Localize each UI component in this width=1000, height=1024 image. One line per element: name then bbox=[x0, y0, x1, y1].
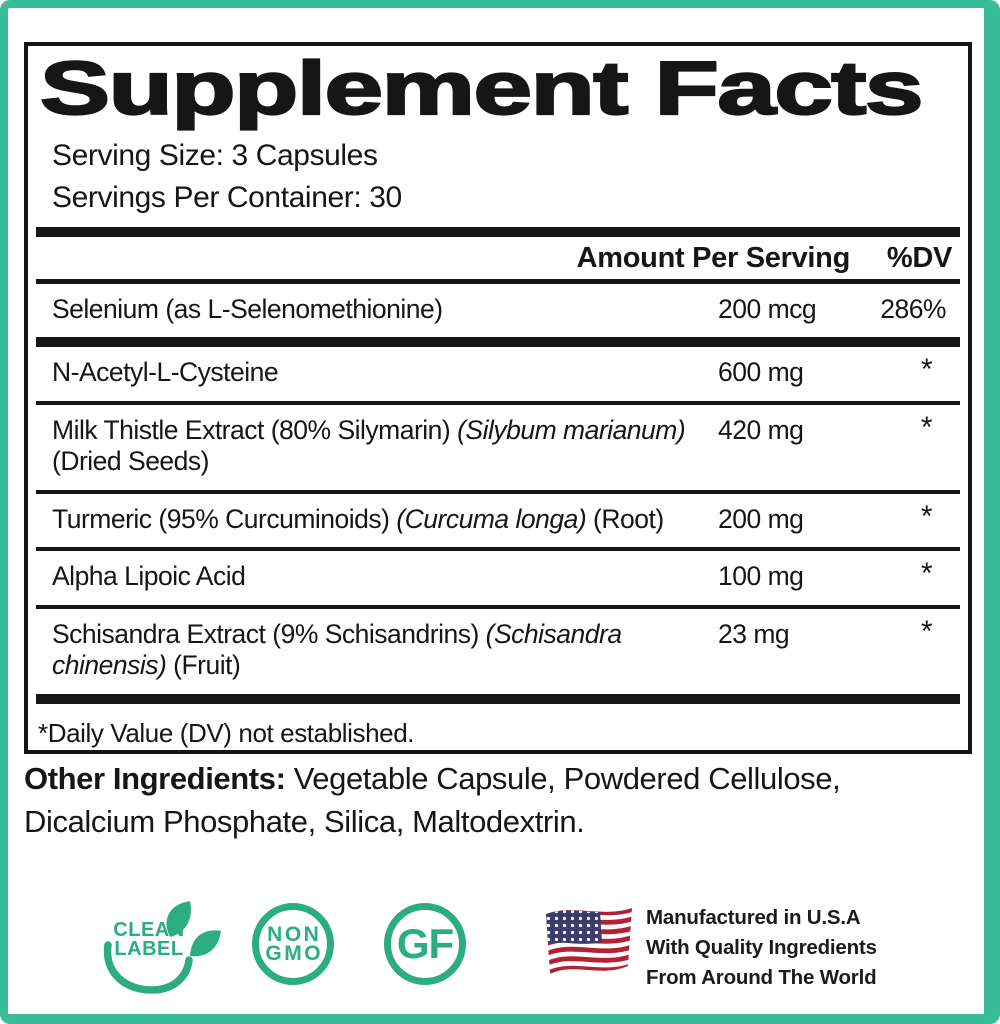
ingredient-daily-value: 286% bbox=[880, 293, 946, 324]
gluten-free-badge: GF bbox=[384, 903, 466, 985]
ingredient-name: N-Acetyl-L-Cysteine bbox=[52, 357, 279, 388]
other-ingredients: Other Ingredients: Vegetable Capsule, Po… bbox=[24, 758, 976, 844]
divider-thick-top bbox=[36, 226, 960, 237]
non-gmo-badge: NON GMO bbox=[252, 903, 334, 985]
table-header-row: Amount Per Serving %DV bbox=[36, 237, 960, 279]
ingredient-amount: 100 mg bbox=[718, 561, 804, 592]
clean-label-line2: LABEL bbox=[114, 938, 184, 960]
ingredient-name: Milk Thistle Extract (80% Silymarin) (Si… bbox=[52, 415, 686, 476]
clean-label-line1: CLEAN bbox=[113, 919, 185, 941]
ingredient-amount: 200 mg bbox=[718, 503, 804, 534]
non-gmo-line1: NON bbox=[267, 923, 322, 946]
servings-per-container: Servings Per Container: 30 bbox=[52, 181, 402, 215]
ingredient-row: Alpha Lipoic Acid 100 mg * bbox=[36, 551, 960, 610]
supplement-facts-title-text: Supplement Facts bbox=[38, 46, 924, 130]
ingredient-rows: Selenium (as L-Selenomethionine) 200 mcg 2… bbox=[28, 284, 968, 704]
ingredient-name: Alpha Lipoic Acid bbox=[52, 561, 246, 592]
clean-label-text: CLEAN LABEL bbox=[110, 919, 188, 960]
header-percent-dv: %DV bbox=[886, 241, 952, 274]
ingredient-row: Turmeric (95% Curcuminoids) (Curcuma lon… bbox=[36, 494, 960, 552]
ingredient-amount: 600 mg bbox=[718, 357, 804, 388]
ingredient-daily-value: * bbox=[920, 499, 933, 533]
badge-strip: CLEAN LABEL NON GMO GF bbox=[0, 895, 1000, 1010]
ingredient-row: Selenium (as L-Selenomethionine) 200 mcg 2… bbox=[36, 284, 960, 348]
ingredient-row: N-Acetyl-L-Cysteine 600 mg * bbox=[36, 347, 960, 406]
ingredient-row: Milk Thistle Extract (80% Silymarin) (Si… bbox=[36, 405, 960, 494]
supplement-facts-title: Supplement Facts bbox=[38, 46, 968, 130]
made-in-usa-line2: With Quality Ingredients bbox=[646, 936, 877, 959]
ingredient-name: Turmeric (95% Curcuminoids) (Curcuma lon… bbox=[52, 503, 664, 534]
non-gmo-line2: GMO bbox=[265, 942, 324, 965]
clean-label-leaf-icon bbox=[103, 901, 221, 994]
ingredient-name: Selenium (as L-Selenomethionine) bbox=[52, 293, 443, 324]
divider-under-header bbox=[36, 278, 960, 284]
made-in-usa-line1: Manufactured in U.S.A bbox=[646, 906, 861, 929]
ingredient-amount: 23 mg bbox=[718, 619, 790, 650]
header-amount-per-serving: Amount Per Serving bbox=[576, 241, 851, 274]
non-gmo-text: NON GMO bbox=[263, 923, 324, 965]
clean-label-badge: CLEAN LABEL bbox=[98, 901, 222, 1003]
ingredient-daily-value: * bbox=[920, 353, 933, 387]
ingredient-daily-value: * bbox=[920, 411, 933, 445]
supplement-facts-panel: Supplement Facts Serving Size: 3 Capsule… bbox=[24, 42, 972, 754]
ingredient-amount: 420 mg bbox=[718, 415, 804, 446]
made-in-usa-text: Manufactured in U.S.A With Quality Ingre… bbox=[646, 903, 877, 993]
ingredient-row: Schisandra Extract (9% Schisandrins) (Sc… bbox=[36, 609, 960, 704]
ingredient-daily-value: * bbox=[920, 557, 933, 591]
ingredient-daily-value: * bbox=[920, 615, 933, 649]
ingredient-name: Schisandra Extract (9% Schisandrins) (Sc… bbox=[52, 619, 622, 680]
daily-value-footnote: *Daily Value (DV) not established. bbox=[38, 717, 415, 748]
made-in-usa-line3: From Around The World bbox=[646, 966, 877, 989]
other-ingredients-text: Vegetable Capsule, Powdered Cellulose, D… bbox=[24, 761, 841, 839]
other-ingredients-label: Other Ingredients: bbox=[24, 761, 286, 796]
serving-size: Serving Size: 3 Capsules bbox=[52, 138, 378, 172]
gluten-free-text: GF bbox=[396, 920, 454, 967]
ingredient-amount: 200 mcg bbox=[718, 293, 817, 324]
usa-flag-icon bbox=[546, 908, 632, 974]
